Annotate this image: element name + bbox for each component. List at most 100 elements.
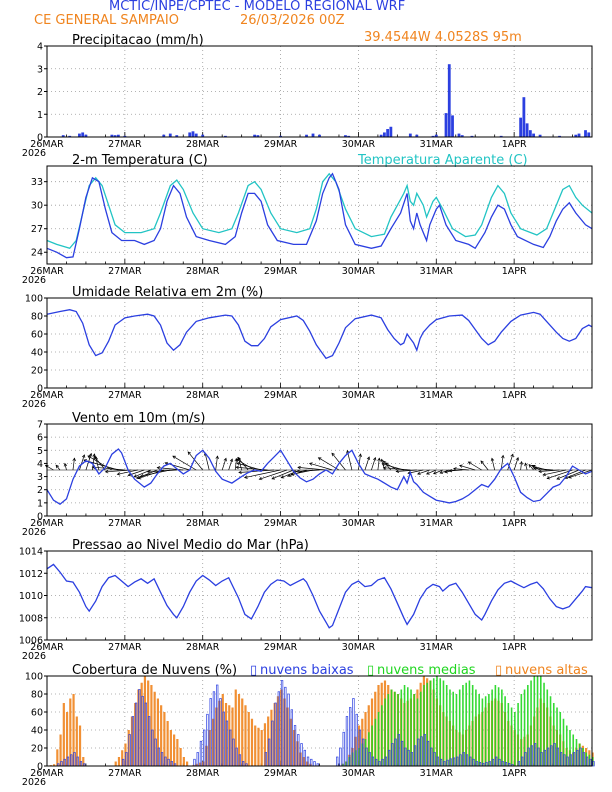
wind-arrow xyxy=(187,451,203,471)
cloud-bar-nuvens-baixas xyxy=(592,761,595,767)
x-tick-label: 26MAR xyxy=(30,518,64,529)
wind-arrow xyxy=(238,469,275,473)
wind-arrow-head xyxy=(532,465,536,469)
precip-bar xyxy=(311,133,315,137)
wind-arrow xyxy=(259,469,288,480)
cloud-bar-nuvens-medias xyxy=(530,680,532,766)
x-tick-label: 26MAR xyxy=(30,768,64,779)
legend-marker-high: ▯ xyxy=(495,663,502,678)
wind-arrow-head xyxy=(331,452,335,457)
wind-arrow xyxy=(417,469,430,475)
wind-arrow xyxy=(491,458,496,471)
cloud-bar-nuvens-altas xyxy=(160,705,163,766)
wind-arrow-head xyxy=(528,464,533,468)
wind-arrow-head xyxy=(235,458,240,462)
wind-arrow-head xyxy=(104,469,109,474)
precip-bar xyxy=(123,135,127,137)
precip-bar xyxy=(408,133,412,137)
wind-arrow xyxy=(221,458,227,471)
series-line-blue xyxy=(46,448,593,505)
y-tick-label: 0 xyxy=(37,133,43,144)
x-tick-label: 28MAR xyxy=(186,768,220,779)
wind-arrow-head xyxy=(164,461,169,466)
cloud-bar-nuvens-medias xyxy=(481,698,484,766)
wind-arrow-head xyxy=(297,465,301,470)
wind-arrow-head xyxy=(568,475,572,479)
x-tick-label: 30MAR xyxy=(342,139,376,150)
precip-bar xyxy=(305,134,308,137)
cloud-bar-nuvens-altas xyxy=(56,749,59,766)
precip-bar xyxy=(577,133,581,137)
precip-bar xyxy=(444,113,448,137)
wind-arrow-head xyxy=(88,452,93,457)
precip-bar xyxy=(470,135,474,137)
cloud-bar-nuvens-altas xyxy=(176,739,179,766)
wind-arrow-head xyxy=(187,451,192,455)
wind-arrow-head xyxy=(467,461,472,465)
cloud-bar-nuvens-altas xyxy=(78,725,82,766)
wind-arrow-head xyxy=(229,458,234,463)
cloud-bar-nuvens-medias xyxy=(413,694,416,766)
precip-bar xyxy=(379,134,383,137)
wind-arrow-head xyxy=(538,469,542,474)
wind-arrow-head xyxy=(317,457,322,461)
x-tick-label: 31MAR xyxy=(420,139,454,150)
cloud-bar-nuvens-medias xyxy=(523,689,526,766)
panel-4: 0 1 2 3 4 5 6 7 26MAR 27MAR 28MAR 29MAR 30MAR 31MAR 1A… xyxy=(22,411,593,538)
wind-arrow xyxy=(204,452,210,471)
x-tick-label: 29MAR xyxy=(264,266,298,277)
cloud-bar-nuvens-medias xyxy=(384,698,386,766)
precip-bar xyxy=(447,64,451,137)
x-tick-label: 31MAR xyxy=(420,266,454,277)
wind-arrow-head xyxy=(63,462,68,467)
wind-arrow-head xyxy=(533,466,537,471)
wind-arrow xyxy=(364,456,370,471)
precip-bar xyxy=(113,135,117,137)
precip-bar xyxy=(116,134,120,137)
panel-title: Pressao ao Nivel Medio do Mar (hPa) xyxy=(72,538,309,553)
cloud-bar-nuvens-medias xyxy=(572,734,575,766)
station-name: CE GENERAL SAMPAIO xyxy=(34,13,179,28)
precip-bar xyxy=(532,133,536,137)
x-year-label: 2026 xyxy=(22,527,46,538)
cloud-bar-nuvens-medias xyxy=(478,694,480,766)
wind-arrow xyxy=(468,461,482,471)
cloud-bar-nuvens-altas xyxy=(234,689,237,766)
x-tick-label: 30MAR xyxy=(342,518,376,529)
precip-bar xyxy=(191,131,195,137)
precip-bar xyxy=(431,135,435,137)
wind-arrow xyxy=(147,469,177,473)
cloud-bar-nuvens-medias xyxy=(394,691,396,766)
wind-arrow xyxy=(513,457,519,471)
x-tick-label: 30MAR xyxy=(342,266,376,277)
wind-arrow-head xyxy=(140,473,144,478)
wind-arrow-head xyxy=(395,469,400,474)
wind-arrow-head xyxy=(172,455,176,459)
y-tick-label: 20 xyxy=(31,366,43,377)
cloud-bar-nuvens-medias xyxy=(390,689,393,766)
x-tick-label: 29MAR xyxy=(264,768,298,779)
y-tick-label: 60 xyxy=(31,708,43,719)
cloud-bar-nuvens-medias xyxy=(494,685,497,766)
cloud-bar-nuvens-altas xyxy=(244,705,247,766)
wind-arrow-head xyxy=(87,455,91,459)
x-tick-label: 29MAR xyxy=(264,139,298,150)
x-tick-label: 27MAR xyxy=(108,390,142,401)
wind-arrow-head xyxy=(358,453,362,457)
y-tick-label: 5 xyxy=(37,446,43,457)
x-tick-label: 28MAR xyxy=(186,518,220,529)
x-tick-label: 29MAR xyxy=(264,518,298,529)
x-year-label: 2026 xyxy=(22,651,46,662)
precip-bar xyxy=(347,135,351,137)
cloud-bar-nuvens-altas xyxy=(173,734,176,766)
cloud-bar-nuvens-medias xyxy=(517,703,519,766)
cloud-bar-nuvens-medias xyxy=(468,680,471,766)
cloud-bar-nuvens-medias xyxy=(491,689,493,766)
y-tick-label: 1 xyxy=(37,498,43,509)
plot-border xyxy=(46,165,593,265)
wind-arrow xyxy=(568,469,593,478)
x-tick-label: 27MAR xyxy=(108,518,142,529)
cloud-bar-nuvens-medias xyxy=(442,680,445,766)
y-tick-label: 80 xyxy=(31,690,43,701)
wind-arrow-head xyxy=(510,453,514,458)
